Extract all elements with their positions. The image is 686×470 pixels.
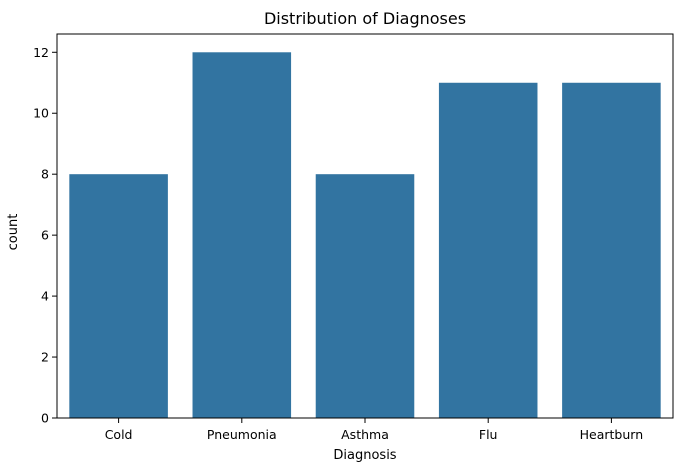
x-axis-label: Diagnosis [333, 448, 396, 463]
bar-cold [69, 174, 168, 418]
y-tick-label: 6 [41, 228, 49, 243]
plot-frame [56, 33, 674, 419]
bar-heartburn [562, 82, 661, 418]
x-tick-label: Pneumonia [207, 427, 277, 442]
y-tick-label: 12 [33, 45, 49, 60]
y-tick-label: 0 [41, 411, 49, 426]
bar-flu [438, 82, 538, 418]
y-tick-label: 8 [41, 167, 49, 182]
bar-pneumonia [192, 52, 292, 419]
plot-area: 0 2 4 6 8 10 12 Cold Pneumonia Asthma Flu Heartburn [33, 33, 674, 442]
x-tick-label: Asthma [341, 427, 389, 442]
y-tick-label: 10 [33, 106, 49, 121]
bar-asthma [315, 174, 415, 418]
y-axis-label: count [6, 214, 21, 251]
chart-title: Distribution of Diagnoses [264, 9, 466, 28]
y-tick-label: 4 [41, 289, 49, 304]
x-tick-label: Flu [479, 427, 498, 442]
y-tick-label: 2 [41, 350, 49, 365]
x-tick-label: Heartburn [580, 427, 644, 442]
x-tick-label: Cold [105, 427, 133, 442]
